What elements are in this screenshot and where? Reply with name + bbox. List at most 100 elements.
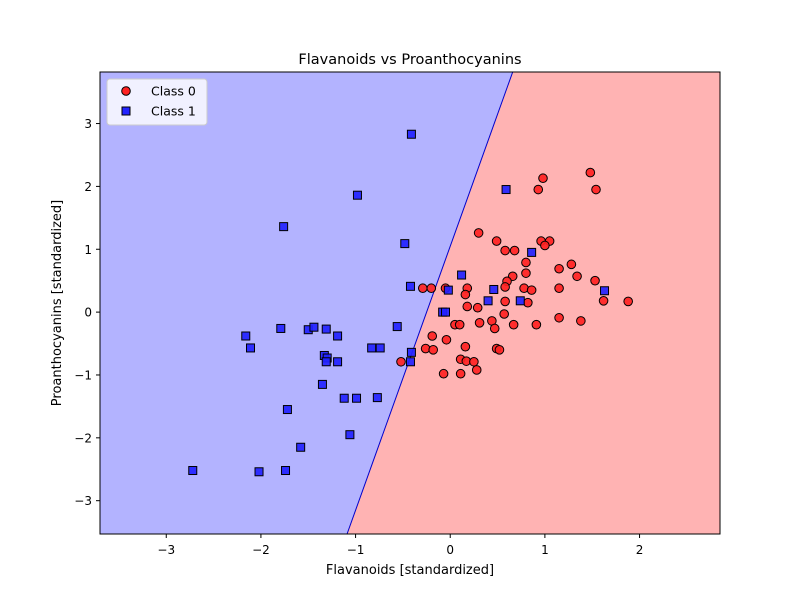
class-0-point — [426, 283, 437, 294]
class-0-point — [526, 285, 537, 295]
class-0-point — [531, 319, 542, 330]
class-0-point — [508, 319, 519, 330]
legend-marker-class-1 — [121, 106, 131, 116]
y-axis-label: Proanthocyanins [standardized] — [50, 200, 65, 406]
y-tick-label: −3 — [74, 494, 92, 508]
legend-label-class-1: Class 1 — [151, 104, 196, 119]
y-tick-label: 2 — [84, 180, 92, 194]
class-0-point — [438, 368, 449, 379]
class-0-point — [572, 271, 582, 282]
class-0-region — [347, 72, 720, 534]
class-1-point — [296, 442, 306, 452]
class-0-point — [566, 259, 577, 270]
class-0-point — [523, 297, 533, 308]
class-1-point — [333, 357, 343, 367]
class-0-point — [590, 275, 600, 286]
class-0-point — [494, 345, 505, 355]
class-0-point — [417, 283, 428, 294]
legend-box — [106, 78, 208, 126]
class-0-point — [554, 263, 564, 274]
class-0-point — [489, 323, 500, 334]
class-1-point — [405, 281, 415, 291]
class-0-point — [554, 312, 564, 323]
class-0-point — [591, 184, 601, 195]
class-1-point — [372, 393, 382, 403]
class-1-point — [254, 467, 264, 477]
y-tick-label: −1 — [74, 368, 92, 382]
class-1-point — [241, 331, 251, 341]
x-tick-label: 1 — [541, 543, 549, 557]
class-0-point — [500, 245, 510, 256]
y-tick-label: 0 — [84, 306, 92, 320]
class-0-point — [500, 296, 510, 307]
class-1-point — [457, 270, 467, 280]
class-1-point — [279, 222, 289, 232]
class-1-point — [527, 247, 537, 257]
class-1-point — [600, 286, 610, 296]
plot-frame — [99, 71, 721, 535]
class-1-point — [246, 343, 256, 353]
x-tick-label: 2 — [636, 543, 644, 557]
x-tick-label: −1 — [347, 543, 365, 557]
class-1-point — [352, 190, 362, 200]
decision-regions — [100, 72, 720, 534]
class-0-point — [473, 228, 484, 238]
class-0-point — [396, 356, 406, 367]
class-0-point — [598, 296, 609, 306]
class-1-point — [276, 323, 286, 333]
class-0-point — [460, 341, 471, 352]
class-0-point — [428, 345, 438, 355]
class-1-point — [392, 322, 402, 332]
class-0-point — [521, 257, 531, 268]
class-0-point — [455, 368, 466, 379]
x-tick-label: 0 — [446, 543, 454, 557]
class-1-point — [400, 239, 410, 249]
y-tick-label: 3 — [84, 117, 92, 131]
class-1-point — [515, 296, 525, 306]
legend-label-class-0: Class 0 — [151, 84, 196, 99]
class-0-point — [471, 365, 482, 375]
class-0-point — [538, 173, 548, 184]
class-1-point — [333, 331, 343, 341]
class-0-point — [576, 316, 586, 326]
y-axis: −3 −2 −1 0 1 2 3 — [74, 117, 100, 508]
class-0-point — [540, 240, 550, 251]
x-axis-label: Flavanoids [standardized] — [326, 563, 494, 578]
class-1-point — [345, 430, 355, 440]
class-1-point — [406, 347, 416, 357]
chart-title: Flavanoids vs Proanthocyanins — [298, 52, 521, 68]
class-1-point — [321, 357, 331, 367]
class-0-point — [509, 245, 520, 256]
class-1-point — [281, 466, 291, 476]
y-tick-label: 1 — [84, 243, 92, 257]
class-0-point — [521, 268, 531, 278]
class-1-region — [100, 72, 513, 534]
class-0-point — [491, 236, 502, 246]
class-0-point — [462, 301, 473, 312]
class-1-point — [321, 324, 331, 334]
class-0-point — [427, 331, 438, 341]
y-tick-label: −2 — [74, 431, 92, 445]
class-1-point — [443, 285, 453, 295]
x-tick-label: −3 — [157, 543, 175, 557]
class-1-point — [339, 393, 349, 403]
class-1-point — [501, 185, 511, 195]
class-1-point — [188, 466, 198, 476]
class-1-point — [405, 357, 415, 367]
class-0-point — [460, 289, 471, 300]
class-0-point — [472, 302, 483, 313]
class-1-point — [317, 379, 327, 389]
class-1-point — [309, 322, 319, 332]
class-0-point — [454, 319, 465, 330]
class-0-point — [585, 167, 596, 178]
class-1-point — [352, 393, 362, 403]
class-1-point — [483, 296, 493, 306]
decision-boundary-line — [346, 72, 514, 534]
x-tick-label: −2 — [252, 543, 270, 557]
class-1-point — [489, 284, 499, 294]
class-1-point — [282, 405, 292, 415]
class-0-point — [441, 334, 452, 345]
legend: Class 0 Class 1 — [106, 78, 208, 126]
